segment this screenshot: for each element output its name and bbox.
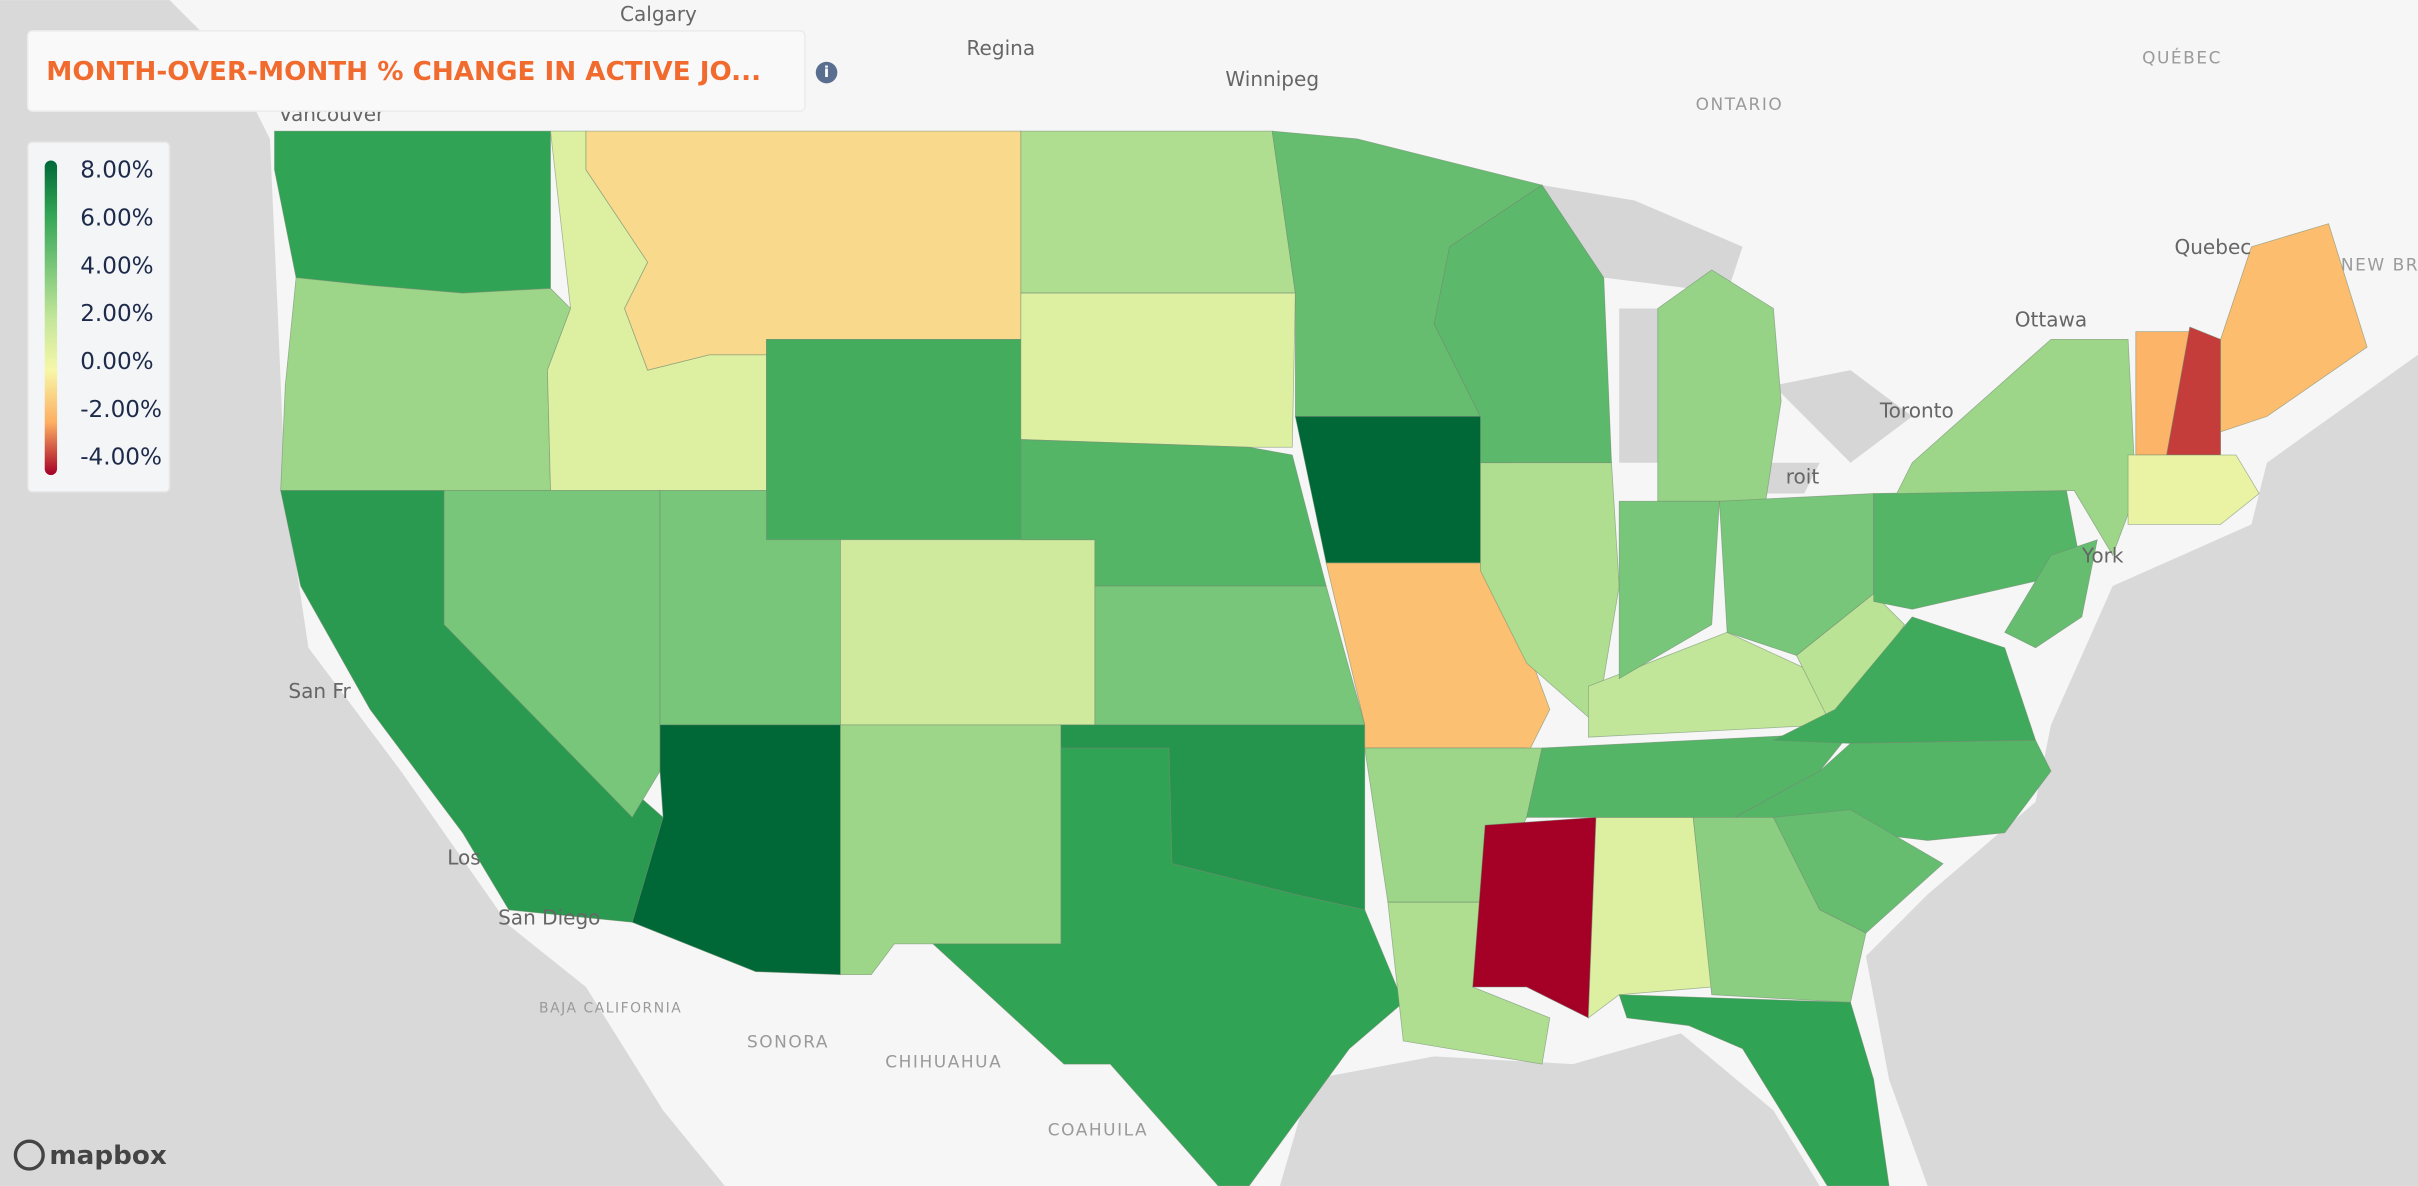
place-label: Calgary	[620, 2, 697, 26]
place-label: NEW BRUNSWI	[2341, 254, 2418, 274]
region	[2127, 454, 2260, 525]
legend-tick-label: 4.00%	[80, 253, 153, 279]
place-label: QUÉBEC	[2142, 47, 2222, 68]
info-icon[interactable]	[815, 61, 838, 84]
place-label: BAJA CALIFORNIA	[539, 1001, 682, 1017]
place-label: roit	[1786, 465, 1820, 489]
region	[1472, 816, 1597, 1019]
place-label: CHIHUAHUA	[885, 1052, 1002, 1072]
legend-tick-label: -2.00%	[80, 397, 162, 423]
pacific	[0, 0, 725, 1186]
info-glyph: i	[824, 63, 829, 81]
region	[1896, 338, 2137, 557]
place-label: COAHUILA	[1048, 1119, 1148, 1139]
region	[1618, 500, 1720, 680]
place-label: Regina	[967, 36, 1036, 60]
region	[1587, 816, 1713, 1019]
legend-tick-label: 2.00%	[80, 301, 153, 327]
place-label: Quebec	[2174, 235, 2251, 259]
attribution: mapbox	[13, 1139, 167, 1171]
place-label: SONORA	[747, 1032, 829, 1052]
place-label: York	[2081, 543, 2124, 567]
mapbox-text[interactable]: mapbox	[49, 1141, 167, 1171]
region	[280, 277, 572, 491]
region	[1094, 585, 1366, 726]
region	[1692, 816, 1867, 1003]
region	[931, 747, 1404, 1186]
region	[766, 338, 1022, 541]
region	[2004, 539, 2098, 649]
place-label: Toronto	[1879, 398, 1954, 422]
place-label: ONTARIO	[1696, 94, 1784, 114]
region	[1020, 130, 1296, 294]
legend-tick-label: -4.00%	[80, 445, 162, 471]
legend-box	[26, 141, 171, 493]
legend-tick-label: 6.00%	[80, 206, 153, 232]
place-label: San Diego	[498, 906, 600, 930]
region	[1020, 292, 1296, 448]
title-box	[26, 30, 806, 112]
place-label: Los	[447, 846, 480, 870]
title: MONTH-OVER-MONTH % CHANGE IN ACTIVE JO..…	[46, 57, 761, 87]
legend-tick-label: 0.00%	[80, 349, 153, 375]
place-label: San Fr	[288, 679, 351, 703]
region	[840, 724, 1062, 976]
mapbox-logo	[13, 1139, 45, 1171]
place-label: Winnipeg	[1225, 67, 1319, 91]
legend-tick-label: 8.00%	[80, 158, 153, 184]
region	[1657, 269, 1782, 502]
gulf	[1279, 1033, 1820, 1186]
regions	[274, 130, 2368, 1186]
region	[840, 539, 1096, 726]
region	[1433, 184, 1612, 464]
region	[2220, 223, 2368, 433]
region	[443, 490, 661, 819]
legend: 8.00% 6.00% 4.00% 2.00% 0.00% -2.00% -4.00%	[80, 158, 162, 471]
atlantic	[1865, 354, 2418, 1186]
legend-colorbar	[44, 160, 58, 476]
place-label: Ottawa	[2015, 307, 2087, 331]
region	[585, 130, 1022, 371]
region	[274, 130, 551, 294]
